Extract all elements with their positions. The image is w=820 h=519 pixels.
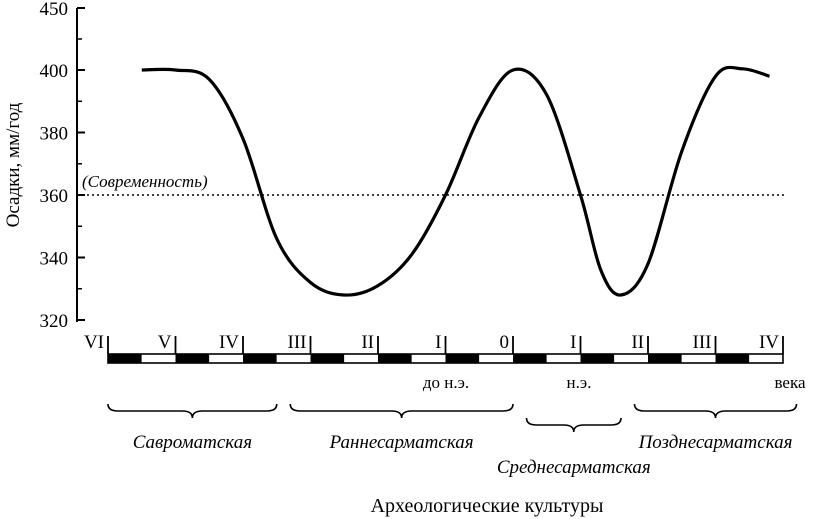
culture-label: Раннесарматская [329,432,474,453]
era-label-bc: до н.э. [423,373,469,392]
century-label: III [693,332,712,353]
century-label: II [361,332,374,353]
time-bar-segment [614,354,648,363]
y-axis-label: Осадки, мм/год [3,102,24,227]
time-bar-segment [141,354,176,363]
y-tick-label: 380 [40,124,69,145]
century-label: V [158,332,172,353]
footer-caption: Археологические культуры [371,495,604,517]
time-bar-segment [513,354,547,363]
time-bar-segment [276,354,311,363]
time-bar-segment [108,354,142,363]
century-label: IV [759,332,779,353]
culture-brace [525,417,622,433]
y-tick-label: 340 [40,249,69,270]
era-label-ad: н.э. [567,373,592,392]
reference-line-label: (Современность) [82,172,208,191]
culture-brace [289,403,514,419]
time-bar-segment [546,354,581,363]
time-bar-segment [243,354,277,363]
culture-brace [633,403,798,419]
century-label: IV [219,332,239,353]
y-tick-label: 450 [40,0,69,20]
culture-label: Среднесарматская [497,457,651,478]
time-bar-segment [580,354,615,363]
time-bar-segment [445,354,480,363]
time-bar-segment [209,354,243,363]
century-label: I [435,332,441,353]
precipitation-curve [141,65,770,297]
century-label: III [288,332,307,353]
time-bar-segment [175,354,210,363]
time-bar-segment [378,354,412,363]
culture-label: Савроматская [133,432,252,453]
time-bar-segment [648,354,682,363]
cultures-group: Савроматская Раннесарматская Среднесарматс… [107,403,798,478]
century-label: II [631,332,644,353]
century-unit-label: века [774,373,805,392]
y-axis: 320 340 360 380 400 450 [40,0,85,332]
y-tick-label: 320 [40,311,69,332]
century-label: I [570,332,576,353]
century-label: 0 [500,332,510,353]
reference-line-group: (Современность) [77,172,786,196]
culture-label: Позднесарматская [638,432,793,453]
time-bar-segment [344,354,378,363]
y-tick-label: 360 [40,186,69,207]
time-bar-segment [681,354,716,363]
time-bar-segment [715,354,750,363]
culture-brace [107,403,278,419]
y-tick-label: 400 [40,61,69,82]
time-bar-segment [310,354,345,363]
time-bar-segment [479,354,513,363]
time-bar-segment [411,354,446,363]
century-label: VI [84,332,104,353]
time-axis: VI V IV III II I 0 I II III IV [84,332,784,364]
time-bar-segment [749,354,783,363]
